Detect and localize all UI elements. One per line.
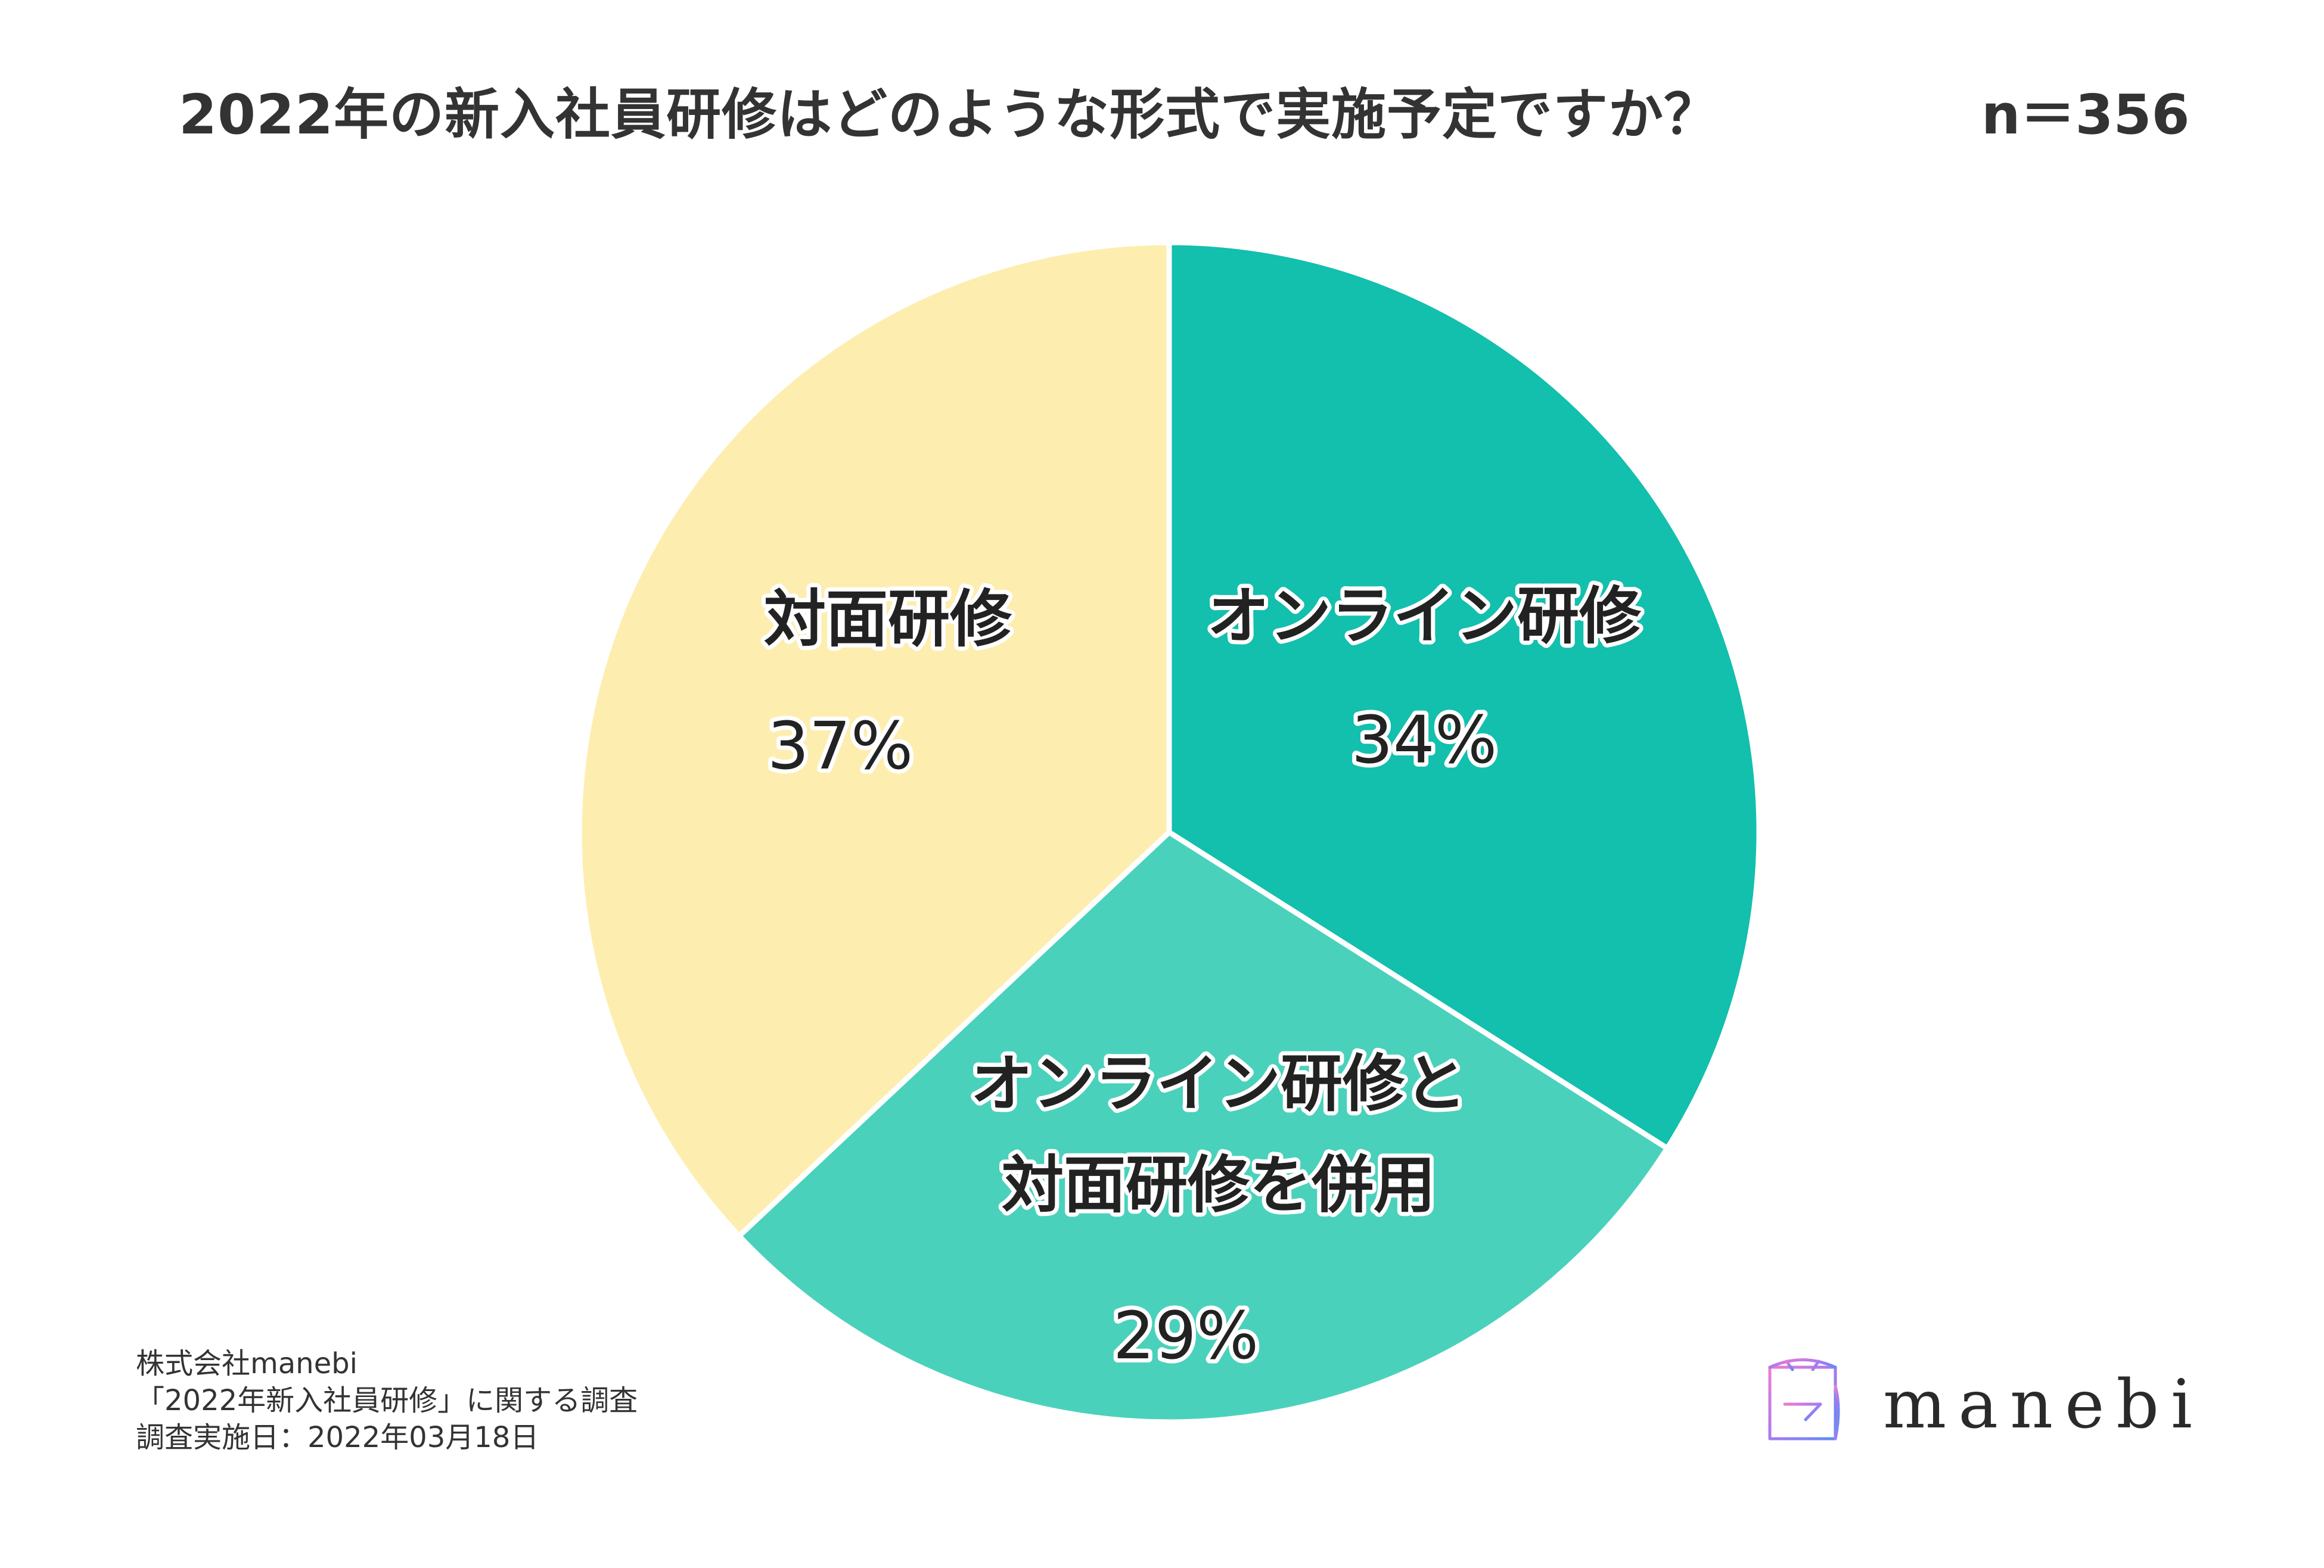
slice-label-2-line-1: オンライン研修と xyxy=(971,1047,1467,1120)
source-survey: 「2022年新入社員研修」に関する調査 xyxy=(136,1384,638,1417)
slice-value-1: 34% xyxy=(1351,702,1497,778)
source-company: 株式会社manebi xyxy=(136,1347,358,1380)
slice-label-1: オンライン研修 xyxy=(1207,580,1642,652)
pie-slice-1 xyxy=(1166,239,1762,1151)
pie-slice-2 xyxy=(736,829,1670,1425)
manebi-logo: manebi xyxy=(1758,1349,2192,1457)
slice-label-3: 対面研修 xyxy=(764,583,1012,655)
source-note: 株式会社manebi 「2022年新入社員研修」に関する調査 調査実施日：202… xyxy=(136,1345,638,1456)
sample-size: n＝356 xyxy=(1981,83,2190,147)
slice-value-2: 29% xyxy=(1113,1298,1259,1374)
logo-wordmark: manebi xyxy=(1883,1366,2204,1443)
pie-slice-3 xyxy=(576,239,1172,1239)
chart-title: 2022年の新入社員研修はどのような形式で実施予定ですか？ xyxy=(179,83,1720,147)
manebi-logo-icon xyxy=(1768,1356,1840,1441)
source-date: 調査実施日：2022年03月18日 xyxy=(136,1421,539,1454)
slice-label-2-line-2: 対面研修を併用 xyxy=(1002,1149,1436,1221)
slice-value-3: 37% xyxy=(768,708,914,784)
